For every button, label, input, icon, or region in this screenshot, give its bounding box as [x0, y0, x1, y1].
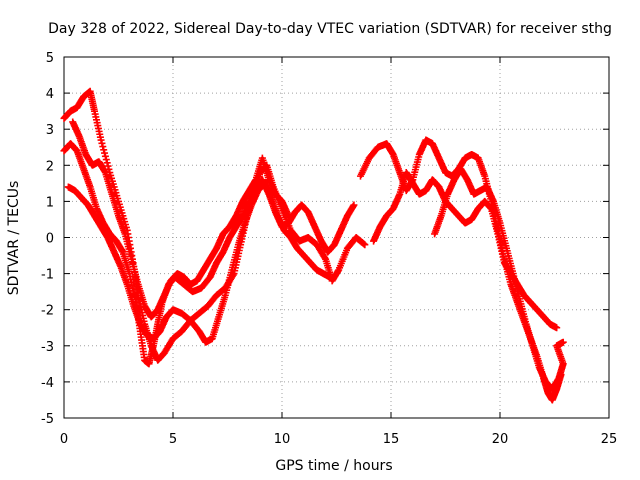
y-tick-label: 1 [46, 195, 54, 210]
series-track-6 [69, 118, 293, 321]
data-point [99, 143, 107, 151]
data-point [101, 149, 109, 157]
y-tick-label: -3 [41, 340, 54, 355]
data-point [101, 152, 109, 160]
y-tick-label: 2 [46, 159, 54, 174]
data-point [361, 241, 369, 249]
y-tick-label: -2 [41, 304, 54, 319]
x-tick-label: 5 [169, 432, 177, 447]
y-axis-label: SDTVAR / TECUs [6, 181, 22, 296]
data-point [102, 156, 110, 164]
y-tick-label: 5 [46, 51, 54, 66]
x-tick-label: 25 [601, 432, 618, 447]
data-point [98, 139, 106, 147]
y-tick-label: 4 [46, 87, 54, 102]
data-point [97, 136, 105, 144]
x-tick-label: 15 [383, 432, 400, 447]
x-tick-label: 20 [492, 432, 509, 447]
data-point [103, 159, 111, 167]
data-point [559, 338, 567, 346]
x-tick-label: 10 [274, 432, 291, 447]
data-point [553, 324, 561, 332]
data-markers [60, 87, 567, 404]
y-tick-label: -4 [41, 376, 54, 391]
axis-ticks [63, 56, 610, 419]
data-point [100, 146, 108, 154]
y-tick-label: -1 [41, 268, 54, 283]
data-point [326, 273, 334, 281]
data-point [285, 212, 293, 220]
y-tick-label: 3 [46, 123, 54, 138]
series-track-5 [64, 179, 334, 346]
chart-title: Day 328 of 2022, Sidereal Day-to-day VTE… [48, 21, 612, 37]
y-tick-label: -5 [41, 412, 54, 427]
y-tick-label: 0 [46, 232, 54, 247]
data-point [350, 201, 358, 209]
data-point [321, 254, 329, 262]
series-track-7 [431, 165, 567, 393]
data-point [104, 162, 112, 170]
x-tick-label: 0 [60, 432, 68, 447]
x-axis-label: GPS time / hours [275, 458, 392, 474]
